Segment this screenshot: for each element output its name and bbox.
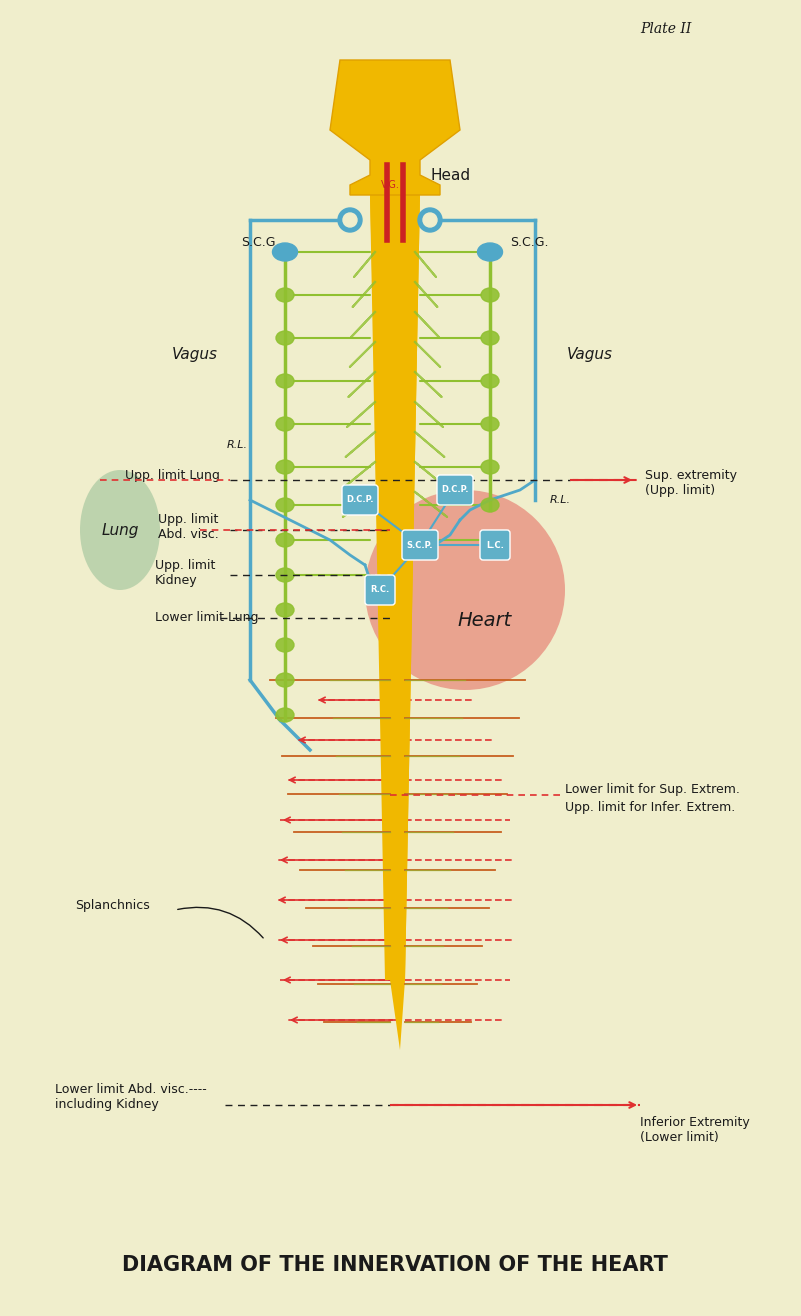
Text: R.C.: R.C. [370,586,389,595]
Text: Vagus: Vagus [172,347,218,362]
Text: Upp. limit for Infer. Extrem.: Upp. limit for Infer. Extrem. [565,801,735,815]
Text: Heart: Heart [458,611,512,629]
Ellipse shape [481,533,499,547]
Text: Upp. limit Lung: Upp. limit Lung [125,468,220,482]
Ellipse shape [276,461,294,474]
Circle shape [338,208,362,232]
Ellipse shape [276,672,294,687]
Ellipse shape [276,417,294,432]
Text: R.L.: R.L. [227,440,248,450]
Text: DIAGRAM OF THE INNERVATION OF THE HEART: DIAGRAM OF THE INNERVATION OF THE HEART [122,1255,668,1275]
FancyBboxPatch shape [480,530,510,561]
Circle shape [418,208,442,232]
FancyBboxPatch shape [365,575,395,605]
Ellipse shape [276,533,294,547]
Text: Head: Head [430,167,470,183]
Ellipse shape [276,638,294,651]
Ellipse shape [481,497,499,512]
Circle shape [343,213,357,226]
Ellipse shape [481,332,499,345]
Text: Upp. limit
Kidney: Upp. limit Kidney [155,559,215,587]
Ellipse shape [365,490,565,690]
Circle shape [423,213,437,226]
Text: S.C.P.: S.C.P. [407,541,433,550]
Text: L.C.: L.C. [486,541,504,550]
Text: Splanchnics: Splanchnics [75,899,150,912]
Ellipse shape [276,332,294,345]
Text: R.L.: R.L. [550,495,571,505]
Text: Sup. extremity
(Upp. limit): Sup. extremity (Upp. limit) [645,468,737,497]
Ellipse shape [276,708,294,722]
Ellipse shape [481,417,499,432]
Ellipse shape [276,374,294,388]
Ellipse shape [272,243,297,261]
Text: Plate II: Plate II [640,22,691,36]
Ellipse shape [477,243,502,261]
Ellipse shape [276,569,294,582]
Ellipse shape [481,288,499,301]
Text: Inferior Extremity
(Lower limit): Inferior Extremity (Lower limit) [640,1116,750,1144]
Text: V.G.: V.G. [380,180,400,190]
Polygon shape [330,61,460,195]
Polygon shape [370,195,420,980]
Text: Upp. limit
Abd. visc.: Upp. limit Abd. visc. [158,513,219,541]
Text: Lower limit Lung: Lower limit Lung [155,612,259,625]
Ellipse shape [276,288,294,301]
FancyBboxPatch shape [342,486,378,515]
Text: S.C.G.: S.C.G. [241,237,280,250]
Ellipse shape [481,461,499,474]
Ellipse shape [481,245,499,259]
Ellipse shape [276,603,294,617]
Text: Lower limit Abd. visc.----
including Kidney: Lower limit Abd. visc.---- including Kid… [55,1083,207,1111]
FancyBboxPatch shape [437,475,473,505]
Text: Vagus: Vagus [567,347,613,362]
Ellipse shape [276,245,294,259]
FancyBboxPatch shape [402,530,438,561]
Text: D.C.P.: D.C.P. [441,486,469,495]
Text: D.C.P.: D.C.P. [346,496,374,504]
Ellipse shape [276,497,294,512]
Ellipse shape [80,470,160,590]
Text: Lung: Lung [101,522,139,537]
Text: S.C.G.: S.C.G. [510,237,549,250]
Ellipse shape [481,374,499,388]
Text: Lower limit for Sup. Extrem.: Lower limit for Sup. Extrem. [565,783,740,796]
Polygon shape [370,195,420,1050]
